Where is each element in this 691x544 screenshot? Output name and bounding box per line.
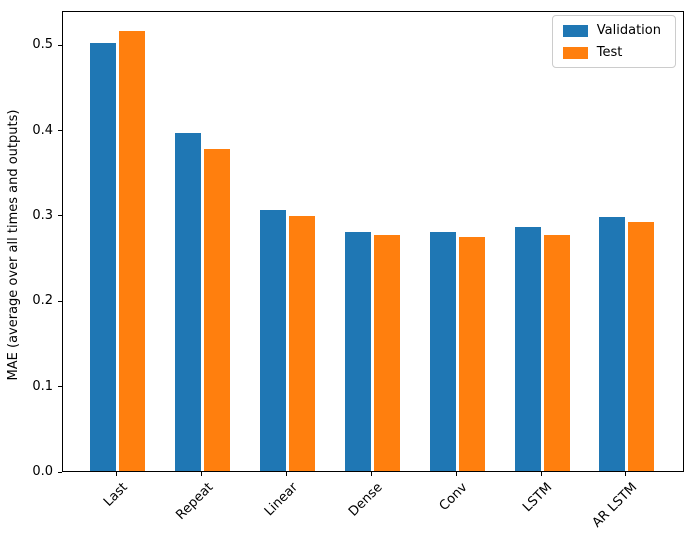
legend: Validation Test [551, 15, 676, 68]
y-tick-mark [58, 471, 62, 473]
legend-item-test: Test [562, 45, 665, 60]
y-tick-label: 0.0 [32, 464, 53, 479]
y-tick-label: 0.4 [32, 122, 53, 138]
bar-validation-repeat [174, 132, 201, 471]
x-tick-mark [116, 472, 117, 476]
bar-validation-last [90, 43, 116, 471]
legend-label-validation: Validation [596, 23, 661, 38]
x-tick-mark [625, 472, 627, 476]
x-tick-label: Last [101, 480, 132, 510]
x-tick-mark [285, 472, 287, 476]
y-tick-mark [58, 300, 62, 302]
bar-validation-conv [429, 231, 456, 471]
y-tick-mark [58, 215, 62, 217]
bar-test-dense [373, 234, 400, 471]
legend-swatch-validation [562, 24, 588, 37]
x-tick-label: Dense [346, 480, 386, 520]
x-tick-label: Linear [261, 480, 301, 520]
plot-area: Validation Test [62, 11, 684, 472]
bar-test-repeat [203, 149, 230, 471]
y-tick-mark [58, 44, 62, 46]
y-tick-label: 0.5 [32, 37, 53, 53]
x-tick-label: Conv [436, 480, 471, 514]
y-tick-mark [58, 386, 62, 388]
bar-test-ar-lstm [628, 221, 655, 471]
y-tick-label: 0.3 [32, 207, 53, 223]
x-tick-label: LSTM [520, 480, 556, 516]
x-tick-mark [540, 472, 542, 476]
y-axis-label-text: MAE (average over all times and outputs) [6, 109, 21, 381]
y-tick-label: 0.1 [32, 378, 53, 394]
y-tick-mark [58, 130, 62, 132]
x-tick-mark [370, 472, 372, 476]
x-tick-mark [200, 472, 202, 476]
bar-validation-ar-lstm [599, 216, 626, 471]
legend-label-test: Test [596, 45, 623, 60]
x-tick-mark [455, 472, 457, 476]
bar-validation-dense [344, 231, 371, 471]
bar-test-lstm [543, 234, 570, 471]
legend-swatch-test [562, 46, 588, 59]
y-tick-label: 0.2 [32, 293, 53, 309]
x-tick-label: AR LSTM [589, 480, 641, 531]
bar-test-linear [288, 215, 315, 471]
bar-validation-lstm [514, 226, 541, 471]
bar-test-conv [458, 237, 485, 471]
x-tick-label: Repeat [173, 480, 217, 523]
bar-validation-linear [259, 209, 286, 471]
bar-test-last [119, 30, 145, 471]
legend-item-validation: Validation [562, 23, 665, 38]
